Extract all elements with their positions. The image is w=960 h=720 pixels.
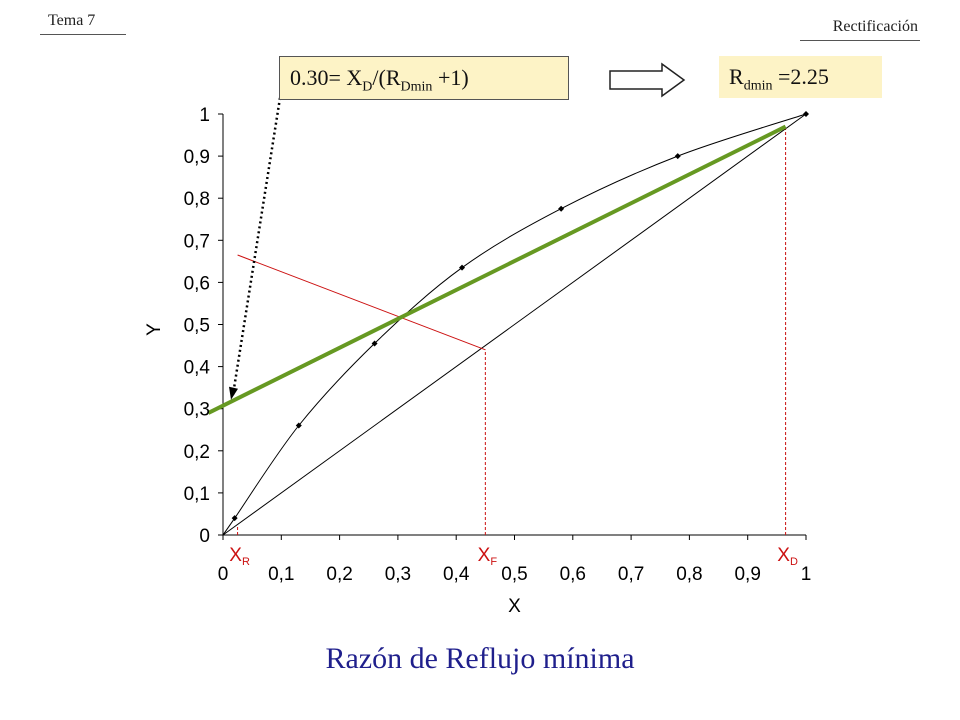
x-marker-label: XR <box>229 545 250 568</box>
y-tick-label: 0,2 <box>184 442 210 463</box>
header-divider <box>40 34 126 35</box>
x-tick-label: 1 <box>801 564 812 585</box>
result-tail: =2.25 <box>772 64 829 89</box>
x-tick-label: 0,1 <box>268 564 294 585</box>
x-tick-label: 0,5 <box>501 564 527 585</box>
y-tick-label: 1 <box>199 105 210 126</box>
x-marker-label: XD <box>777 545 798 568</box>
x-tick-label: 0,9 <box>734 564 760 585</box>
right-arrow-icon <box>609 62 686 98</box>
equilibrium-point <box>459 264 466 271</box>
equilibrium-point <box>231 515 238 522</box>
y-tick-label: 0,1 <box>184 484 210 505</box>
x-axis-label: X <box>508 596 521 617</box>
x-tick-label: 0 <box>218 564 229 585</box>
result-lead: R <box>729 64 744 89</box>
chart-labels: 0 0,1 0,2 0,3 0,4 0,5 0,6 0,7 0,8 0,9 1 0 0,1 0,2 0,3 0… <box>144 105 811 617</box>
equilibrium-point <box>295 422 302 429</box>
y-tick-label: 0,4 <box>184 358 211 379</box>
x-tick-label: 0,4 <box>443 564 470 585</box>
q-line <box>237 254 486 351</box>
chart-axes <box>218 113 807 540</box>
result-sub: dmin <box>743 78 773 94</box>
x-marker-subscript: R <box>242 556 250 568</box>
equation-lead: 0.30= X <box>290 65 363 90</box>
equation-mid: /(R <box>372 65 401 90</box>
x-tick-label: 0,7 <box>618 564 644 585</box>
y-tick-label: 0,9 <box>184 147 210 168</box>
section-label: Rectificación <box>832 18 918 35</box>
pointer-arrowhead <box>229 386 238 400</box>
diagonal-line <box>222 113 807 536</box>
x-marker-label: XF <box>478 545 498 568</box>
x-marker-subscript: F <box>490 556 497 568</box>
chart-title: Razón de Reflujo mínima <box>325 642 635 675</box>
equation-sub-d: D <box>362 79 373 95</box>
equilibrium-point <box>674 153 681 160</box>
y-tick-label: 0,7 <box>184 231 210 252</box>
y-tick-label: 0,8 <box>184 189 210 210</box>
x-tick-label: 0,2 <box>326 564 352 585</box>
pointer-line <box>231 97 282 395</box>
y-tick-label: 0,5 <box>184 316 210 337</box>
operating-line <box>207 124 787 415</box>
x-marker-subscript: D <box>790 556 798 568</box>
header-divider <box>800 40 920 41</box>
result-box: Rdmin =2.25 <box>719 56 882 98</box>
equation-tail: +1) <box>432 65 469 90</box>
equation-box: 0.30= XD/(RDmin +1) <box>279 56 569 100</box>
y-tick-label: 0 <box>199 526 210 547</box>
x-tick-label: 0,6 <box>560 564 586 585</box>
equation-sub-dmin: Dmin <box>400 79 433 95</box>
equilibrium-point <box>371 340 378 347</box>
y-tick-label: 0,3 <box>184 400 210 421</box>
y-tick-label: 0,6 <box>184 273 210 294</box>
topic-label: Tema 7 <box>48 12 96 29</box>
chart-series <box>207 97 809 536</box>
equilibrium-point <box>558 205 565 212</box>
y-axis-label: Y <box>144 323 165 336</box>
x-tick-label: 0,8 <box>676 564 702 585</box>
x-tick-label: 0,3 <box>385 564 411 585</box>
